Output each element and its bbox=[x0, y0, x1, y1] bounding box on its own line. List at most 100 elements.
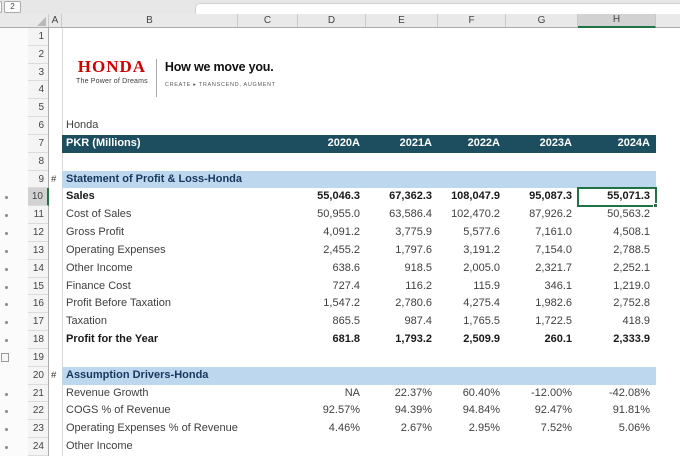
cell-E14[interactable]: 918.5 bbox=[366, 260, 438, 278]
column-header-A[interactable]: A bbox=[49, 14, 62, 27]
outline-level-1-button[interactable] bbox=[0, 1, 2, 13]
column-header-E[interactable]: E bbox=[366, 14, 438, 27]
section-header-band[interactable]: Assumption Drivers-Honda bbox=[62, 367, 656, 385]
row-header-24[interactable]: 24 bbox=[28, 438, 48, 456]
row-header-11[interactable]: 11 bbox=[28, 206, 48, 224]
row-header-21[interactable]: 21 bbox=[28, 385, 48, 403]
row-header-5[interactable]: 5 bbox=[28, 99, 48, 117]
row-header-6[interactable]: 6 bbox=[28, 117, 48, 135]
cell-F21[interactable]: 60.40% bbox=[438, 385, 506, 403]
row-header-22[interactable]: 22 bbox=[28, 402, 48, 420]
cell-D17[interactable]: 865.5 bbox=[298, 313, 366, 331]
cell-G14[interactable]: 2,321.7 bbox=[506, 260, 578, 278]
cell-G12[interactable]: 7,161.0 bbox=[506, 224, 578, 242]
cell-G7[interactable]: 2023A bbox=[506, 135, 578, 153]
cell-D22[interactable]: 92.57% bbox=[298, 402, 366, 420]
row-header-19[interactable]: 19 bbox=[28, 349, 48, 367]
cell-G16[interactable]: 1,982.6 bbox=[506, 295, 578, 313]
column-header-C[interactable]: C bbox=[238, 14, 298, 27]
cell-H13[interactable]: 2,788.5 bbox=[578, 242, 656, 260]
cell-E17[interactable]: 987.4 bbox=[366, 313, 438, 331]
cell-F11[interactable]: 102,470.2 bbox=[438, 206, 506, 224]
cell-G21[interactable]: -12.00% bbox=[506, 385, 578, 403]
cell-H14[interactable]: 2,252.1 bbox=[578, 260, 656, 278]
row-header-17[interactable]: 17 bbox=[28, 313, 48, 331]
cell-B11[interactable]: Cost of Sales bbox=[66, 206, 131, 224]
cell-F7[interactable]: 2022A bbox=[438, 135, 506, 153]
cell-G17[interactable]: 1,722.5 bbox=[506, 313, 578, 331]
cell-G15[interactable]: 346.1 bbox=[506, 278, 578, 296]
row-header-1[interactable]: 1 bbox=[28, 28, 48, 46]
row-header-14[interactable]: 14 bbox=[28, 260, 48, 278]
cell-B18[interactable]: Profit for the Year bbox=[66, 331, 158, 349]
row-header-7[interactable]: 7 bbox=[28, 135, 48, 153]
cell-B6[interactable]: Honda bbox=[66, 117, 98, 135]
cell-D16[interactable]: 1,547.2 bbox=[298, 295, 366, 313]
cell-H18[interactable]: 2,333.9 bbox=[578, 331, 656, 349]
outline-group-bracket[interactable] bbox=[1, 353, 9, 362]
row-header-18[interactable]: 18 bbox=[28, 331, 48, 349]
cell-D12[interactable]: 4,091.2 bbox=[298, 224, 366, 242]
cell-H11[interactable]: 50,563.2 bbox=[578, 206, 656, 224]
column-header-B[interactable]: B bbox=[62, 14, 238, 27]
cell-H17[interactable]: 418.9 bbox=[578, 313, 656, 331]
cell-D18[interactable]: 681.8 bbox=[298, 331, 366, 349]
row-header-20[interactable]: 20 bbox=[28, 367, 48, 385]
cell-B24[interactable]: Other Income bbox=[66, 438, 133, 456]
row-header-8[interactable]: 8 bbox=[28, 153, 48, 171]
row-header-23[interactable]: 23 bbox=[28, 420, 48, 438]
table-header-band[interactable]: PKR (Millions)2020A2021A2022A2023A2024A bbox=[62, 135, 656, 153]
row-header-2[interactable]: 2 bbox=[28, 46, 48, 64]
cell-H7[interactable]: 2024A bbox=[578, 135, 656, 153]
cell-G11[interactable]: 87,926.2 bbox=[506, 206, 578, 224]
cell-E13[interactable]: 1,797.6 bbox=[366, 242, 438, 260]
cell-F18[interactable]: 2,509.9 bbox=[438, 331, 506, 349]
cell-B17[interactable]: Taxation bbox=[66, 313, 107, 331]
cell-B15[interactable]: Finance Cost bbox=[66, 278, 131, 296]
cell-B12[interactable]: Gross Profit bbox=[66, 224, 124, 242]
column-header-F[interactable]: F bbox=[438, 14, 506, 27]
cell-F13[interactable]: 3,191.2 bbox=[438, 242, 506, 260]
column-header-D[interactable]: D bbox=[298, 14, 366, 27]
column-header-H[interactable]: H bbox=[578, 14, 656, 28]
cell-B14[interactable]: Other Income bbox=[66, 260, 133, 278]
cell-F10[interactable]: 108,047.9 bbox=[438, 188, 506, 206]
cell-H21[interactable]: -42.08% bbox=[578, 385, 656, 403]
row-header-12[interactable]: 12 bbox=[28, 224, 48, 242]
outline-level-2-button[interactable]: 2 bbox=[4, 1, 21, 13]
select-all-corner[interactable] bbox=[28, 14, 49, 27]
cell-D15[interactable]: 727.4 bbox=[298, 278, 366, 296]
cell-G13[interactable]: 7,154.0 bbox=[506, 242, 578, 260]
cell-B22[interactable]: COGS % of Revenue bbox=[66, 402, 171, 420]
row-header-10[interactable]: 10 bbox=[28, 188, 49, 206]
cell-A9[interactable]: # bbox=[51, 171, 62, 189]
cell-F16[interactable]: 4,275.4 bbox=[438, 295, 506, 313]
row-header-3[interactable]: 3 bbox=[28, 64, 48, 82]
cell-H12[interactable]: 4,508.1 bbox=[578, 224, 656, 242]
cell-B16[interactable]: Profit Before Taxation bbox=[66, 295, 171, 313]
cell-F12[interactable]: 5,577.6 bbox=[438, 224, 506, 242]
cell-D11[interactable]: 50,955.0 bbox=[298, 206, 366, 224]
section-header-band[interactable]: Statement of Profit & Loss-Honda bbox=[62, 171, 656, 189]
cell-B10[interactable]: Sales bbox=[66, 188, 95, 206]
cell-E11[interactable]: 63,586.4 bbox=[366, 206, 438, 224]
cell-F17[interactable]: 1,765.5 bbox=[438, 313, 506, 331]
cell-F15[interactable]: 115.9 bbox=[438, 278, 506, 296]
cell-F22[interactable]: 94.84% bbox=[438, 402, 506, 420]
honda-logo[interactable]: HONDA The Power of Dreams How we move yo… bbox=[76, 58, 276, 97]
cell-D10[interactable]: 55,046.3 bbox=[298, 188, 366, 206]
cell-D21[interactable]: NA bbox=[298, 385, 366, 403]
cell-B23[interactable]: Operating Expenses % of Revenue bbox=[66, 420, 238, 438]
cell-E22[interactable]: 94.39% bbox=[366, 402, 438, 420]
row-header-13[interactable]: 13 bbox=[28, 242, 48, 260]
cell-E16[interactable]: 2,780.6 bbox=[366, 295, 438, 313]
active-cell-selection[interactable] bbox=[577, 187, 657, 207]
cell-D14[interactable]: 638.6 bbox=[298, 260, 366, 278]
column-header-G[interactable]: G bbox=[506, 14, 578, 27]
cell-D7[interactable]: 2020A bbox=[298, 135, 366, 153]
cell-E10[interactable]: 67,362.3 bbox=[366, 188, 438, 206]
cell-D13[interactable]: 2,455.2 bbox=[298, 242, 366, 260]
cell-H15[interactable]: 1,219.0 bbox=[578, 278, 656, 296]
cell-G23[interactable]: 7.52% bbox=[506, 420, 578, 438]
row-header-9[interactable]: 9 bbox=[28, 171, 48, 189]
